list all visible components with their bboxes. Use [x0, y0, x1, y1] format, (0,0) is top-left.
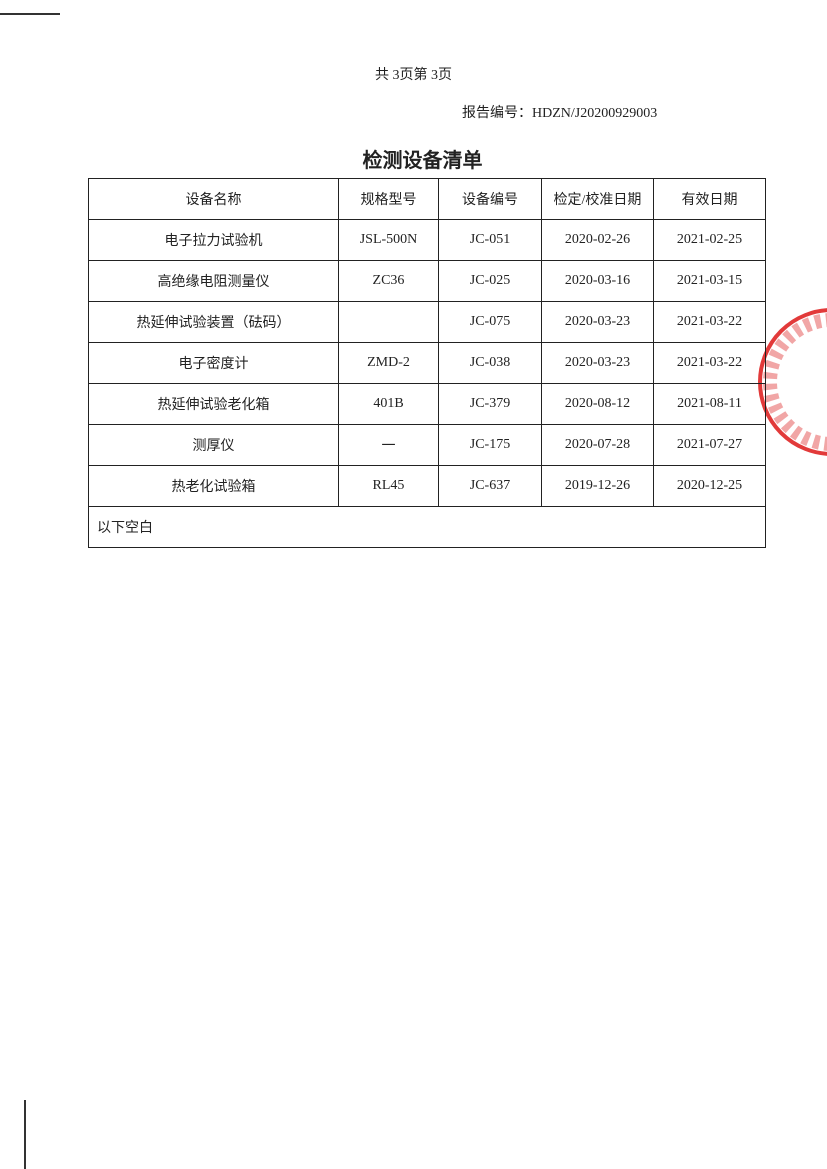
table-cell: JC-051 — [438, 219, 542, 261]
table-row: 热延伸试验装置（砝码） JC-075 2020-03-23 2021-03-22 — [88, 301, 766, 343]
column-header: 检定/校准日期 — [541, 178, 654, 220]
table-cell: 一 — [338, 424, 439, 466]
table-cell: JC-637 — [438, 465, 542, 507]
note-row: 以下空白 — [88, 506, 766, 548]
equipment-table: 设备名称 规格型号 设备编号 检定/校准日期 有效日期 电子拉力试验机 JSL-500N JC… — [88, 178, 766, 548]
table-cell: 2021-03-22 — [653, 301, 766, 343]
table-cell: 热延伸试验装置（砝码） — [88, 301, 339, 343]
column-header: 设备编号 — [438, 178, 542, 220]
table-cell: 测厚仪 — [88, 424, 339, 466]
table-cell: 2020-07-28 — [541, 424, 654, 466]
table-cell: 2020-12-25 — [653, 465, 766, 507]
table-cell: 2020-08-12 — [541, 383, 654, 425]
column-header: 有效日期 — [653, 178, 766, 220]
table-cell: JC-025 — [438, 260, 542, 302]
table-row: 测厚仪一 JC-175 2020-07-28 2021-07-27 — [88, 424, 766, 466]
table-row: 电子密度计 ZMD-2 JC-038 2020-03-23 2021-03-22 — [88, 342, 766, 384]
table-cell: JC-379 — [438, 383, 542, 425]
column-header: 设备名称 — [88, 178, 339, 220]
table-cell: JSL-500N — [338, 219, 439, 261]
table-cell: ZMD-2 — [338, 342, 439, 384]
table-cell: 2021-08-11 — [653, 383, 766, 425]
table-cell: 高绝缘电阻测量仪 — [88, 260, 339, 302]
table-cell: 2019-12-26 — [541, 465, 654, 507]
table-cell: 2020-03-23 — [541, 342, 654, 384]
table-cell: JC-038 — [438, 342, 542, 384]
table-row: 热延伸试验老化箱 401B JC-379 2020-08-12 2021-08-11 — [88, 383, 766, 425]
table-cell: RL45 — [338, 465, 439, 507]
table-cell: 电子密度计 — [88, 342, 339, 384]
table-cell: ZC36 — [338, 260, 439, 302]
table-cell: 2020-03-16 — [541, 260, 654, 302]
document-title: 检测设备清单 — [362, 148, 483, 172]
stamp-text — [763, 313, 827, 451]
note: 以下空白 — [88, 506, 766, 548]
table-cell: 401B — [338, 383, 439, 425]
table-cell: 2021-03-15 — [653, 260, 766, 302]
table-cell — [338, 301, 439, 343]
header-row: 设备名称 规格型号 设备编号 检定/校准日期 有效日期 — [88, 178, 766, 220]
table-row: 电子拉力试验机 JSL-500N JC-051 2020-02-26 2021-02-2… — [88, 219, 766, 261]
report-number: 报告编号：HDZN/J20200929003 — [462, 106, 658, 121]
column-header: 规格型号 — [338, 178, 439, 220]
table-cell: 电子拉力试验机 — [88, 219, 339, 261]
table-cell: 2021-02-25 — [653, 219, 766, 261]
table-cell: 2021-07-27 — [653, 424, 766, 466]
table-cell: 2021-03-22 — [653, 342, 766, 384]
table-row: 热老化试验箱 RL45 JC-637 2019-12-26 2020-12-25 — [88, 465, 766, 507]
table-cell: 热老化试验箱 — [88, 465, 339, 507]
table-cell: JC-175 — [438, 424, 542, 466]
table-cell: 热延伸试验老化箱 — [88, 383, 339, 425]
table-row: 高绝缘电阻测量仪 ZC36 JC-025 2020-03-16 2021-03-15 — [88, 260, 766, 302]
table-cell: JC-075 — [438, 301, 542, 343]
table-cell: 2020-03-23 — [541, 301, 654, 343]
table-cell: 2020-02-26 — [541, 219, 654, 261]
page-info: 共 3页第 3页 — [375, 68, 452, 83]
